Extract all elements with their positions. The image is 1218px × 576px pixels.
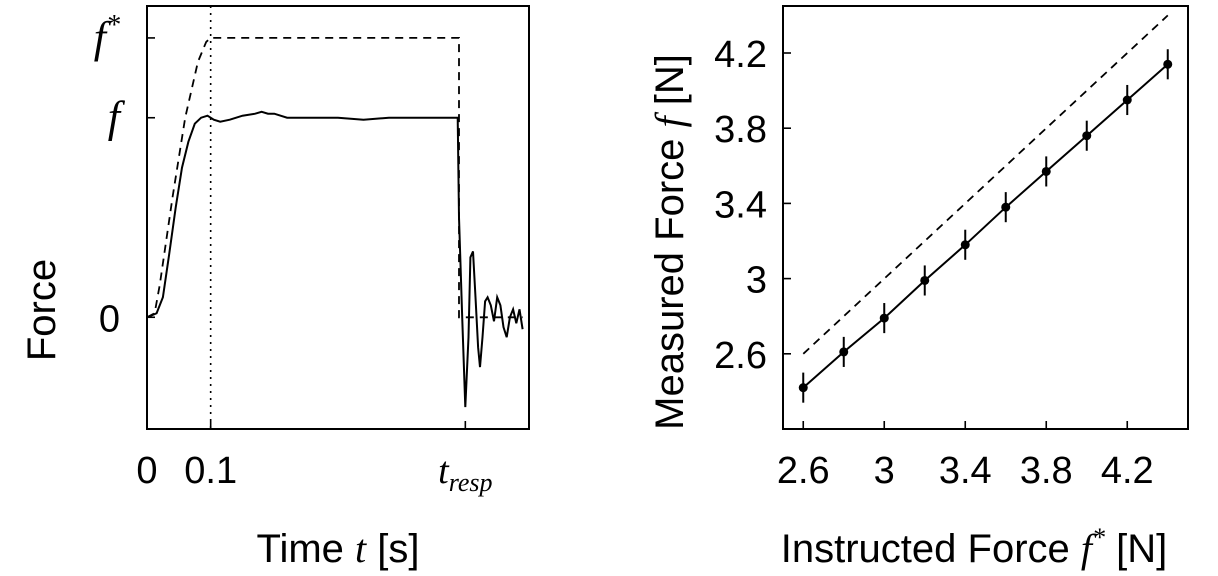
right-data-point <box>1001 202 1011 212</box>
left-x-tick-label: tresp <box>438 450 492 497</box>
left-y-axis-label: Force <box>20 259 64 361</box>
left-x-axis-label: Time t [s] <box>257 526 420 571</box>
right-y-tick-label: 3 <box>746 260 767 302</box>
right-data-point <box>960 240 970 250</box>
right-x-tick-label: 3 <box>874 450 895 492</box>
right-data-point <box>1082 131 1092 141</box>
right-data-point <box>879 313 889 323</box>
right-data-point <box>798 383 808 393</box>
right-measured-fit-series <box>802 63 1169 389</box>
right-y-tick-label: 3.8 <box>714 109 767 151</box>
right-y-tick-label: 3.4 <box>714 184 767 226</box>
left-x-tick-label: 0.1 <box>184 450 237 492</box>
left-y-tick-label: f <box>108 93 126 142</box>
right-data-point <box>839 347 849 357</box>
right-x-tick-label: 3.4 <box>939 450 992 492</box>
right-identity-dashed-series <box>802 14 1169 355</box>
left-measured-force-series <box>146 110 524 408</box>
measured-vs-instructed-chart: 2.6 3 3.4 3.8 4.2 2.6 3 3.4 3.8 4.2 Measured For… <box>647 5 1189 571</box>
right-y-tick-label: 4.2 <box>714 34 767 76</box>
right-x-tick-label: 3.8 <box>1020 450 1073 492</box>
right-data-point <box>1163 59 1173 69</box>
force-time-chart: 0 0.1 tresp 0 f f* Force Time t [s] <box>20 5 530 571</box>
right-plot-frame <box>782 5 1189 430</box>
left-x-tick-label: 0 <box>136 450 157 492</box>
right-y-tick-label: 2.6 <box>714 335 767 377</box>
right-data-point <box>1041 166 1051 176</box>
right-x-tick-label: 2.6 <box>777 450 830 492</box>
right-x-tick-label: 4.2 <box>1101 450 1154 492</box>
right-data-point <box>920 275 930 285</box>
right-y-axis-label: Measured Force f [N] <box>647 54 692 430</box>
left-y-tick-label: f* <box>94 10 120 62</box>
right-data-point <box>1122 95 1132 105</box>
left-instructed-force-series <box>146 37 523 319</box>
left-y-tick-label: 0 <box>99 298 120 340</box>
left-plot-frame <box>146 5 530 430</box>
right-x-axis-label: Instructed Force f* [N] <box>781 523 1167 571</box>
